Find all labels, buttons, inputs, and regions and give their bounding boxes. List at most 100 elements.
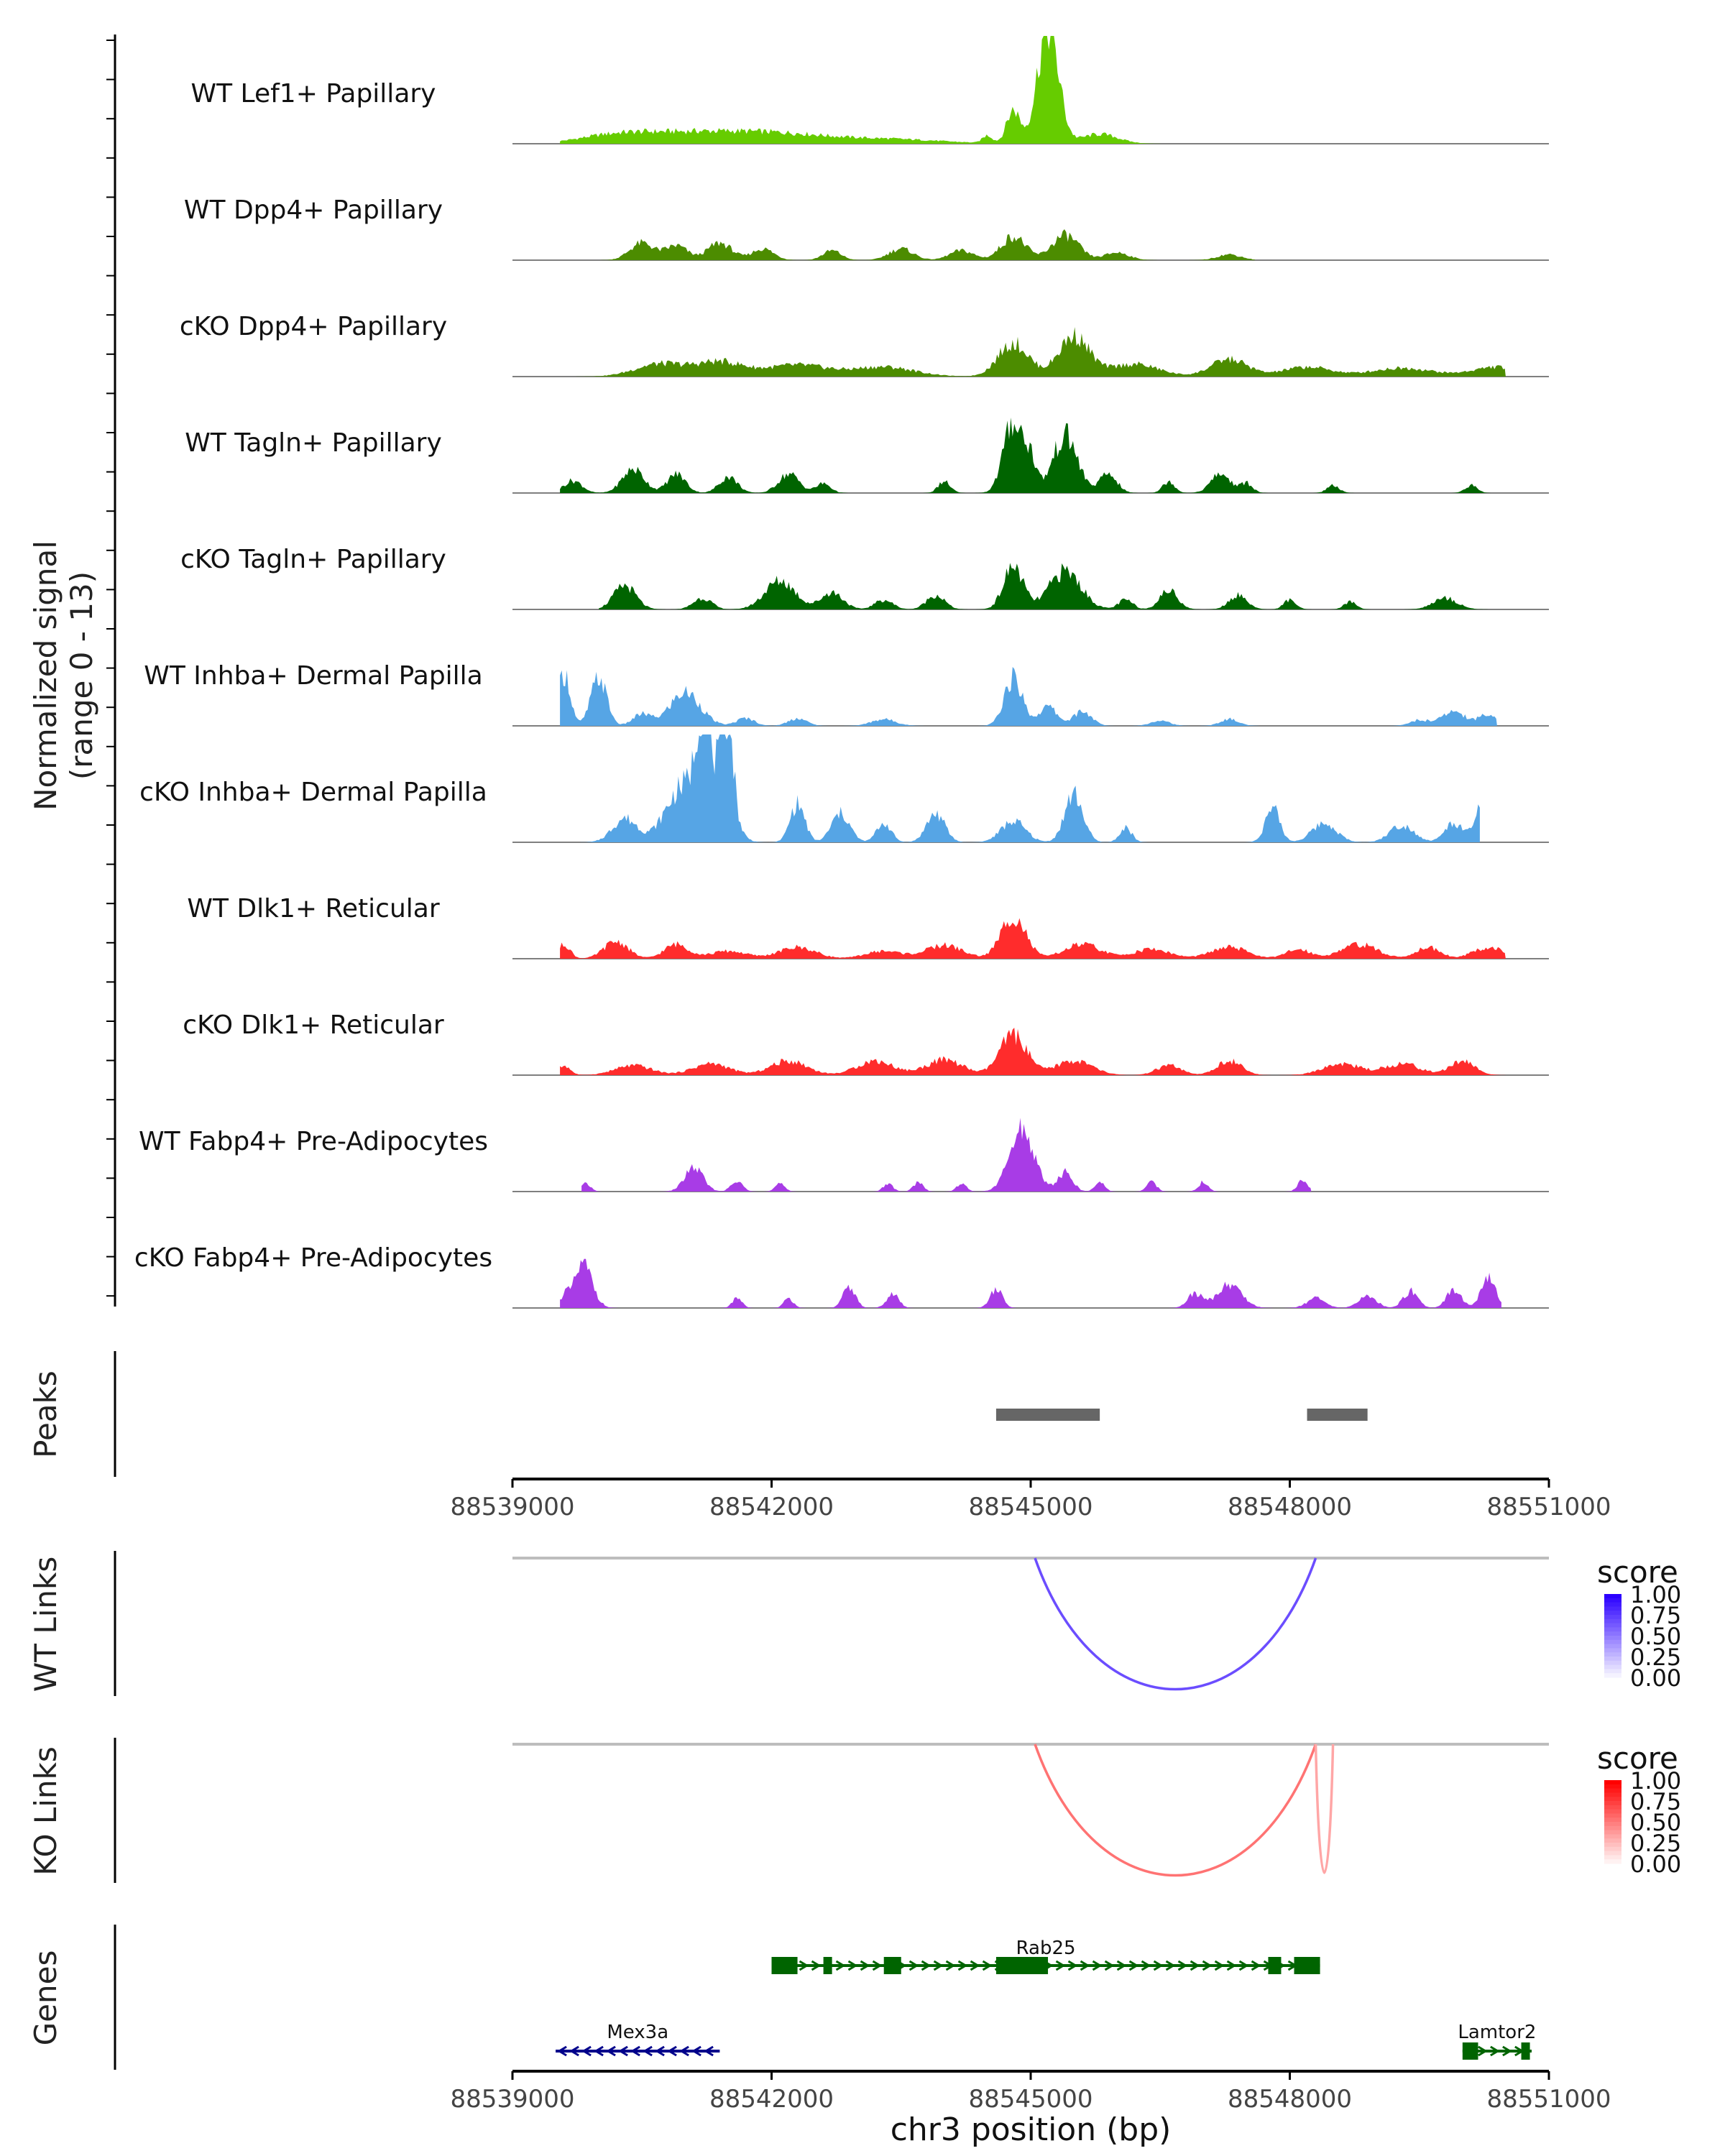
strand-arrow — [1177, 1960, 1188, 1971]
legend-tick-label: 0.75 — [1630, 1788, 1681, 1815]
strand-arrow — [860, 1960, 870, 1971]
legend-tick-label: 0.00 — [1630, 1664, 1681, 1692]
legend-tick-label: 1.00 — [1630, 1581, 1681, 1608]
legend-tick-label: 0.25 — [1630, 1644, 1681, 1671]
coverage-area — [560, 1258, 1501, 1308]
track-1: WT Dpp4+ Papillary — [184, 195, 1549, 261]
legend-swatch — [1604, 1784, 1622, 1789]
legend-swatch — [1604, 1801, 1622, 1806]
coverage-area — [560, 327, 1506, 377]
link-arc — [1034, 1743, 1317, 1877]
coverage-area — [560, 918, 1506, 959]
gene-exon — [1521, 2042, 1530, 2060]
coverage-area — [560, 229, 1256, 260]
genes-label: Genes — [28, 1950, 63, 2046]
strand-arrow — [982, 1960, 993, 1971]
strand-arrow — [1092, 1960, 1103, 1971]
strand-arrow — [606, 2045, 616, 2057]
strand-arrow — [1104, 1960, 1115, 1971]
track-label: cKO Fabp4+ Pre-Adipocytes — [134, 1243, 492, 1273]
legend-swatch — [1604, 1611, 1622, 1616]
legend-title: score — [1597, 1554, 1678, 1590]
legend-swatch — [1604, 1846, 1622, 1852]
strand-arrow — [1165, 1960, 1176, 1971]
gene-mex3a: Mex3a — [556, 2022, 720, 2057]
strand-arrow — [908, 1960, 919, 1971]
gene-label: Mex3a — [607, 2022, 668, 2043]
coverage-area — [560, 1028, 1506, 1075]
legend-swatch — [1604, 1664, 1622, 1669]
coverage-area — [599, 563, 1506, 609]
legend-swatch — [1604, 1813, 1622, 1818]
legend-swatch — [1604, 1834, 1622, 1839]
track-label: WT Lef1+ Papillary — [191, 79, 436, 109]
strand-arrow — [872, 1960, 883, 1971]
legend-swatch — [1604, 1602, 1622, 1607]
wt-link-arcs — [1034, 1557, 1317, 1691]
strand-arrow — [1128, 1960, 1139, 1971]
legend-tick-label: 0.50 — [1630, 1623, 1681, 1650]
legend-swatch — [1604, 1859, 1622, 1864]
strand-arrow — [1490, 2045, 1500, 2057]
legend-swatch — [1604, 1843, 1622, 1848]
legend-swatch — [1604, 1809, 1622, 1814]
strand-arrow — [945, 1960, 956, 1971]
strand-arrow — [957, 1960, 968, 1971]
gene-exon — [823, 1957, 832, 1974]
strand-arrow — [643, 2045, 653, 2057]
genes-panel: Genes Rab25 Mex3a Lamtor2 — [28, 1925, 1536, 2070]
gene-exon — [771, 1957, 798, 1974]
x-axis-title: chr3 position (bp) — [891, 2111, 1172, 2148]
legend-swatch — [1604, 1838, 1622, 1843]
strand-arrow — [569, 2045, 579, 2057]
strand-arrow — [933, 1960, 944, 1971]
legend-tick-label: 0.25 — [1630, 1830, 1681, 1857]
peaks-panel: Peaks — [28, 1351, 1368, 1477]
strand-arrow — [835, 1960, 846, 1971]
gene-exon — [1462, 2042, 1478, 2060]
legend-swatch — [1604, 1830, 1622, 1835]
strand-arrow — [1214, 1960, 1225, 1971]
strand-arrow — [1226, 1960, 1237, 1971]
legend-tick-label: 0.75 — [1630, 1602, 1681, 1629]
strand-arrow — [1202, 1960, 1213, 1971]
track-label: WT Inhba+ Dermal Papilla — [144, 661, 482, 691]
strand-arrow — [594, 2045, 604, 2057]
legend-swatch — [1604, 1780, 1622, 1785]
legend-swatch — [1604, 1669, 1622, 1674]
peak-region — [1307, 1409, 1368, 1421]
strand-arrow — [1080, 1960, 1090, 1971]
legend-swatch — [1604, 1855, 1622, 1860]
legend-title: score — [1597, 1741, 1678, 1776]
strand-arrow — [655, 2045, 665, 2057]
track-8: cKO Dlk1+ Reticular — [183, 1010, 1549, 1076]
strand-arrow — [1238, 1960, 1249, 1971]
track-label: cKO Inhba+ Dermal Papilla — [139, 778, 487, 807]
wt-links-label: WT Links — [28, 1557, 63, 1692]
link-arc — [1034, 1557, 1317, 1691]
track-label: WT Dpp4+ Papillary — [184, 195, 443, 225]
x-tick-label: 88545000 — [968, 1493, 1092, 1521]
strand-arrow — [679, 2045, 689, 2057]
strand-arrow — [799, 1960, 809, 1971]
legend-swatch — [1604, 1627, 1622, 1632]
track-2: cKO Dpp4+ Papillary — [180, 312, 1549, 377]
legend-tick-label: 1.00 — [1630, 1767, 1681, 1795]
x-tick-label: 88542000 — [709, 2085, 834, 2114]
ko-links-label: KO Links — [28, 1746, 63, 1876]
track-10: cKO Fabp4+ Pre-Adipocytes — [134, 1243, 1549, 1309]
coverage-area — [581, 1118, 1312, 1192]
x-tick-label: 88545000 — [968, 2085, 1092, 2114]
x-tick-label: 88542000 — [709, 1493, 834, 1521]
x-axis-bottom: 88539000 88542000 88545000 88548000 88551000 — [450, 2070, 1611, 2114]
track-label: WT Fabp4+ Pre-Adipocytes — [139, 1127, 488, 1156]
coverage-y-ticks — [106, 40, 115, 1297]
strand-arrow — [1478, 2045, 1488, 2057]
legend-swatch — [1604, 1652, 1622, 1657]
track-4: cKO Tagln+ Papillary — [180, 545, 1549, 610]
gene-exon — [1294, 1957, 1320, 1974]
legend-swatch — [1604, 1618, 1622, 1624]
